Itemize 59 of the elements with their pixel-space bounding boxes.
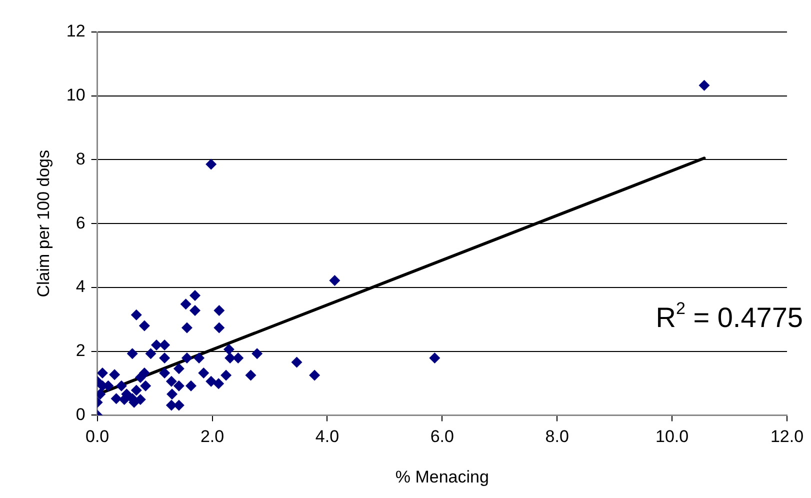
y-tick-label: 12 <box>66 22 86 41</box>
point <box>180 298 192 310</box>
point <box>232 352 244 364</box>
x-tick-label: 8.0 <box>545 427 569 446</box>
point <box>140 380 152 392</box>
point <box>220 370 232 381</box>
x-tick-label: 10.0 <box>656 427 689 446</box>
point <box>181 352 192 364</box>
point <box>159 339 170 350</box>
point <box>166 376 177 387</box>
point <box>309 370 320 381</box>
point <box>190 290 201 301</box>
point <box>145 348 156 360</box>
point <box>166 388 178 400</box>
point <box>252 348 263 360</box>
x-tick-label: 12.0 <box>770 427 804 446</box>
y-tick-label: 10 <box>66 86 86 105</box>
point <box>130 384 142 396</box>
y-tick-label: 0 <box>76 404 86 424</box>
point <box>198 368 210 379</box>
point <box>110 393 122 404</box>
x-tick-label: 0.0 <box>85 427 110 446</box>
point <box>134 372 146 384</box>
point <box>206 376 217 387</box>
point <box>116 380 127 392</box>
point <box>109 369 120 380</box>
y-axis-title: Claim per 100 dogs <box>34 150 53 298</box>
point <box>214 322 225 334</box>
point <box>429 352 440 364</box>
point <box>213 378 224 390</box>
point <box>173 363 184 374</box>
point <box>159 352 170 364</box>
y-tick-label: 8 <box>76 149 86 168</box>
x-tick-label: 6.0 <box>430 427 454 446</box>
point <box>223 344 234 355</box>
point <box>159 368 170 379</box>
point <box>214 304 225 316</box>
y-tick-label: 2 <box>76 341 86 360</box>
point <box>181 322 192 334</box>
point <box>698 80 710 91</box>
point <box>245 370 256 381</box>
point <box>206 158 217 170</box>
point <box>190 304 201 316</box>
point <box>126 348 138 360</box>
y-tick-label: 6 <box>76 213 86 232</box>
point <box>130 309 142 320</box>
point <box>173 380 184 392</box>
point <box>194 352 205 364</box>
x-tick-label: 4.0 <box>315 427 340 446</box>
point <box>97 368 108 379</box>
point <box>118 394 130 406</box>
point <box>291 356 302 368</box>
point <box>166 400 177 411</box>
y-tick-label: 4 <box>76 277 86 296</box>
point <box>185 380 196 392</box>
x-tick-label: 2.0 <box>200 427 224 446</box>
point <box>138 320 150 332</box>
x-axis-title: % Menacing <box>395 467 489 486</box>
point <box>329 274 340 286</box>
